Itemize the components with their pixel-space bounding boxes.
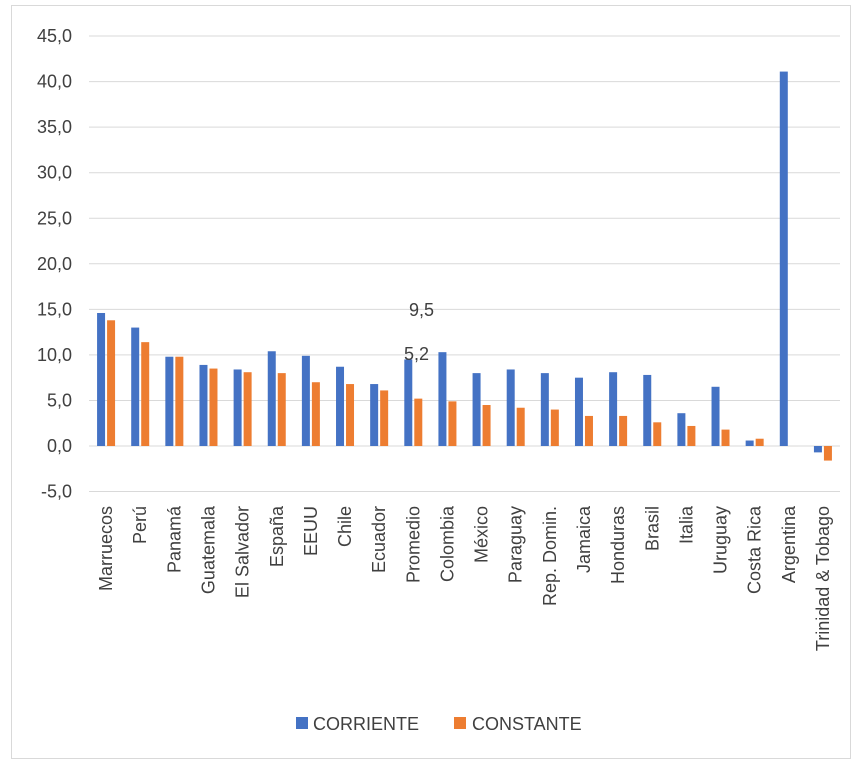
bar-corriente [745, 440, 754, 446]
bar-constante [141, 342, 150, 446]
y-tick-label: 45,0 [37, 26, 72, 46]
bar-constante [584, 415, 593, 446]
bar-corriente [404, 359, 413, 446]
category-label: Brasil [642, 506, 662, 551]
category-label: Honduras [608, 506, 628, 584]
bar-corriente [643, 374, 652, 446]
category-label: Promedio [403, 506, 423, 583]
bar-constante [755, 438, 764, 446]
bar-constante [346, 384, 355, 446]
category-label: Chile [335, 506, 355, 547]
bar-constante [243, 372, 252, 446]
bar-constante [823, 446, 832, 461]
bar-corriente [370, 384, 379, 446]
y-tick-label: 15,0 [37, 299, 72, 319]
chart-frame [11, 5, 851, 759]
bar-constante [175, 356, 184, 446]
bar-corriente [199, 364, 208, 446]
bar-corriente [438, 352, 447, 446]
category-label: Ecuador [369, 506, 389, 573]
category-label: Costa Rica [745, 505, 765, 594]
category-label: EEUU [301, 506, 321, 556]
bar-constante [619, 415, 628, 446]
bar-constante [687, 425, 696, 446]
category-label: Argentina [779, 505, 799, 583]
bar-constante [311, 382, 320, 446]
y-tick-label: -5,0 [41, 482, 72, 502]
y-tick-label: 0,0 [47, 436, 72, 456]
bar-corriente [609, 372, 618, 446]
category-label: Marruecos [96, 506, 116, 591]
bar-constante [482, 405, 491, 446]
legend-swatch [454, 717, 466, 729]
bar-corriente [506, 369, 515, 446]
bar-corriente [813, 446, 822, 453]
y-tick-label: 10,0 [37, 345, 72, 365]
bar-constante [653, 422, 662, 446]
category-label: Uruguay [711, 506, 731, 574]
bar-corriente [267, 351, 276, 446]
data-labels: 9,5 5,2 [404, 300, 434, 364]
bar-corriente [97, 312, 106, 446]
category-label: Jamaica [574, 505, 594, 573]
bar-constante [516, 407, 525, 446]
bar-corriente [677, 413, 686, 446]
data-label: 9,5 [409, 300, 434, 320]
category-label: Perú [130, 506, 150, 544]
bar-constante [209, 368, 218, 446]
bar-corriente [574, 377, 583, 446]
bar-corriente [301, 355, 310, 446]
bar-corriente [472, 373, 481, 446]
legend-label: CORRIENTE [313, 714, 419, 734]
category-label: Rep. Domin. [540, 506, 560, 606]
bar-corriente [336, 366, 345, 446]
category-label: Guatemala [198, 505, 218, 594]
legend-label: CONSTANTE [472, 714, 582, 734]
bar-corriente [711, 386, 720, 446]
bar-corriente [233, 369, 242, 446]
category-label: Italia [676, 505, 696, 544]
category-labels: Marruecos Perú Panamá Guatemala El Salvador E… [96, 505, 833, 651]
y-tick-label: 30,0 [37, 163, 72, 183]
legend: CORRIENTE CONSTANTE [296, 714, 582, 734]
category-label: El Salvador [233, 506, 253, 598]
bar-corriente [165, 356, 174, 446]
y-tick-label: 5,0 [47, 390, 72, 410]
bar-constante [414, 398, 423, 446]
category-label: Colombia [437, 505, 457, 582]
y-tick-label: 40,0 [37, 72, 72, 92]
y-tick-label: 25,0 [37, 208, 72, 228]
category-label: España [267, 505, 287, 567]
y-tick-label: 20,0 [37, 254, 72, 274]
bar-corriente [540, 373, 549, 446]
bar-constante [107, 320, 116, 446]
category-label: Panamá [164, 505, 184, 573]
y-axis-ticks: 45,0 40,0 35,0 30,0 25,0 20,0 15,0 10,0 5,0 0,0 -5… [37, 26, 72, 502]
bar-constante [721, 429, 730, 446]
category-label: Paraguay [506, 506, 526, 583]
bar-constante [380, 390, 389, 446]
bar-corriente [131, 327, 140, 446]
bar-constante [550, 409, 559, 446]
legend-swatch [296, 717, 308, 729]
bars [97, 71, 832, 461]
bar-constante [448, 401, 457, 446]
bar-corriente [779, 71, 788, 446]
category-label: Trinidad & Tobago [813, 506, 833, 651]
category-label: México [472, 506, 492, 563]
y-tick-label: 35,0 [37, 117, 72, 137]
bar-constante [277, 373, 286, 446]
data-label: 5,2 [404, 344, 429, 364]
